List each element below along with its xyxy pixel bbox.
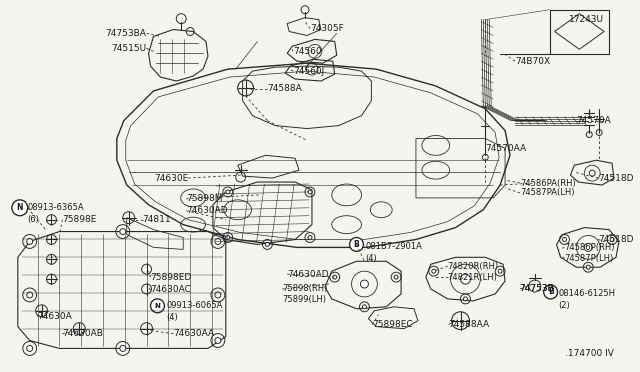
Text: 17243U: 17243U [570, 15, 604, 24]
Text: 74586PA(RH): 74586PA(RH) [520, 179, 576, 187]
Text: 74630E: 74630E [154, 174, 188, 183]
Text: 75898E: 75898E [62, 215, 97, 224]
Circle shape [589, 170, 595, 176]
Text: 75898M: 75898M [186, 195, 223, 203]
Text: 74518D: 74518D [598, 235, 634, 244]
Text: 74586P(RH): 74586P(RH) [564, 243, 615, 252]
Text: (6): (6) [28, 215, 40, 224]
Circle shape [27, 346, 33, 352]
Circle shape [215, 337, 221, 343]
Text: B: B [548, 288, 554, 296]
Text: 74587P(LH): 74587P(LH) [564, 254, 614, 263]
Circle shape [333, 275, 337, 279]
Circle shape [498, 269, 502, 273]
Text: 74811: 74811 [143, 215, 172, 224]
Circle shape [584, 243, 592, 251]
Text: 74518D: 74518D [598, 174, 634, 183]
Circle shape [215, 238, 221, 244]
Circle shape [610, 237, 614, 241]
Text: 74570A: 74570A [577, 116, 611, 125]
Text: B: B [354, 240, 360, 249]
Text: (4): (4) [166, 313, 178, 322]
Text: 081B7-2901A: 081B7-2901A [365, 242, 422, 251]
Text: 74587PA(LH): 74587PA(LH) [520, 189, 575, 198]
Text: 74630AC: 74630AC [150, 285, 191, 295]
Circle shape [308, 235, 312, 240]
Text: 75898EC: 75898EC [372, 320, 413, 329]
Text: 75898ED: 75898ED [150, 273, 192, 282]
Text: 74753BA: 74753BA [106, 29, 147, 38]
Text: 74588A: 74588A [268, 84, 302, 93]
Circle shape [226, 190, 230, 194]
Text: 74588AA: 74588AA [449, 320, 490, 329]
Circle shape [120, 228, 126, 234]
Text: 74560: 74560 [293, 47, 322, 56]
Circle shape [308, 190, 312, 194]
Text: 74305F: 74305F [310, 24, 344, 33]
Text: 09913-6065A: 09913-6065A [166, 301, 223, 310]
Text: 74753B: 74753B [519, 285, 554, 294]
Circle shape [461, 274, 470, 284]
Circle shape [432, 269, 436, 273]
Text: 74630AA: 74630AA [173, 329, 214, 338]
Text: N: N [154, 303, 161, 309]
Text: (2): (2) [559, 301, 570, 310]
Circle shape [360, 280, 369, 288]
Text: N: N [17, 203, 23, 212]
Text: 74630AB: 74630AB [62, 329, 103, 338]
Text: 75898(RH): 75898(RH) [282, 285, 328, 294]
Circle shape [349, 237, 364, 251]
Text: 08146-6125H: 08146-6125H [559, 289, 616, 298]
Circle shape [120, 346, 126, 352]
Circle shape [586, 265, 590, 269]
Circle shape [394, 275, 398, 279]
Text: 74630AD: 74630AD [287, 270, 329, 279]
Circle shape [226, 235, 230, 240]
Text: 74820R(RH): 74820R(RH) [447, 262, 499, 271]
Text: 74560J: 74560J [293, 67, 324, 76]
Bar [550, 10, 609, 54]
Circle shape [544, 285, 557, 299]
Circle shape [27, 292, 33, 298]
Text: 74821R(LH): 74821R(LH) [447, 273, 497, 282]
Text: 74570AA: 74570AA [485, 144, 526, 153]
Circle shape [463, 297, 467, 301]
Text: 08913-6365A: 08913-6365A [28, 203, 84, 212]
Circle shape [563, 237, 566, 241]
Text: 75899(LH): 75899(LH) [282, 295, 326, 304]
Circle shape [12, 200, 28, 216]
Circle shape [27, 238, 33, 244]
Text: 74B70X: 74B70X [515, 57, 550, 66]
Circle shape [266, 243, 269, 246]
Circle shape [362, 305, 367, 309]
Circle shape [150, 299, 164, 313]
Text: 74630AD: 74630AD [186, 206, 228, 215]
Circle shape [215, 292, 221, 298]
Text: 74515U: 74515U [111, 44, 147, 53]
Text: (4): (4) [365, 254, 377, 263]
Text: 74753B: 74753B [519, 285, 554, 294]
Text: .174700 IV: .174700 IV [565, 349, 614, 358]
Text: 74630A: 74630A [38, 312, 72, 321]
